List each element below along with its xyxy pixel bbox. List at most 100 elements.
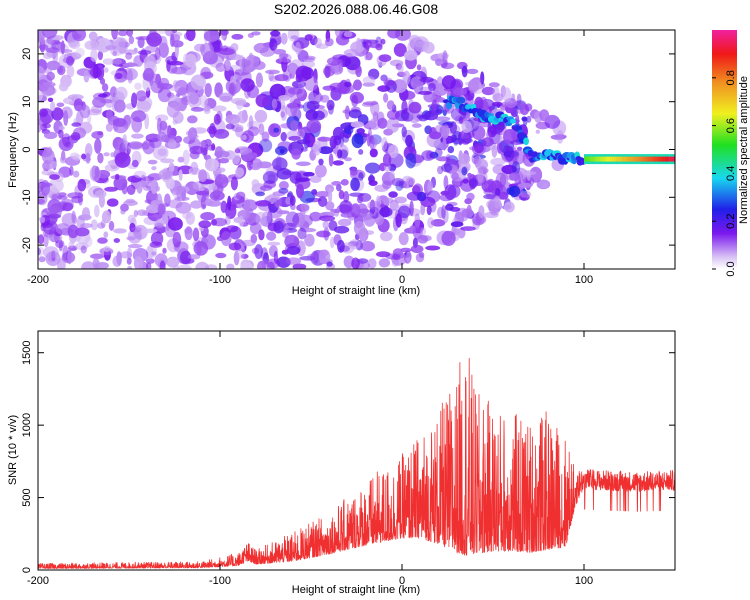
spectrogram-cell — [366, 133, 371, 147]
spectrogram-cell — [192, 227, 200, 242]
spectrogram-cell — [627, 156, 631, 162]
spectrogram-cell — [410, 244, 424, 254]
spectrogram-cell — [113, 238, 121, 243]
spectrogram-cell — [318, 158, 324, 166]
spectrogram-cell — [315, 191, 331, 198]
y-tick-label: 1500 — [21, 340, 33, 364]
spectrogram-cell — [261, 131, 270, 142]
spectrogram-cell — [422, 41, 435, 54]
spectrogram-cell — [43, 131, 58, 140]
spectrogram-cell — [669, 156, 672, 162]
x-tick-label: 100 — [575, 575, 593, 587]
spectrogram-cell — [643, 156, 646, 162]
spectrogram-cell — [291, 80, 306, 89]
spectrogram-cell — [520, 190, 532, 198]
spectrogram-cell — [219, 30, 229, 36]
spectrogram-cell — [475, 158, 488, 171]
spectrogram-cell — [193, 241, 209, 256]
spectrogram-cell — [349, 91, 364, 104]
spectrogram-cell — [97, 152, 104, 164]
x-tick-label: -200 — [27, 575, 49, 587]
spectrogram-cell — [388, 144, 399, 158]
spectrogram-cell — [255, 93, 270, 108]
spectrogram-cell — [115, 173, 120, 180]
spectrogram-cell — [248, 115, 254, 129]
spectrogram-cell — [227, 195, 232, 211]
spectrogram-cell — [190, 107, 205, 112]
y-tick-label: 10 — [21, 96, 33, 108]
spectrogram-cell — [97, 237, 108, 244]
spectrogram-cell — [426, 190, 441, 203]
spectrogram-cell — [38, 256, 46, 263]
spectrogram-cell — [216, 167, 226, 173]
spectrogram-cell — [66, 65, 75, 78]
spectrogram-cell — [213, 113, 221, 125]
colorbar-gradient — [712, 30, 737, 269]
spectrogram-cell — [283, 226, 290, 239]
spectrogram-cell — [38, 117, 42, 133]
spectrogram-cell — [625, 156, 628, 162]
spectrogram-cell — [418, 251, 425, 259]
spectrogram-cell — [55, 236, 62, 243]
spectrogram-cell — [618, 156, 622, 162]
spectrogram-cell — [235, 126, 244, 138]
spectrogram-cell — [653, 156, 657, 162]
spectrogram-cell — [89, 165, 101, 182]
spectrogram-cell — [436, 156, 450, 162]
spectrogram-cell — [460, 226, 476, 232]
spectrogram-cell — [111, 30, 118, 40]
spectrogram-cell — [621, 156, 624, 162]
spectrogram-cell — [303, 55, 316, 60]
spectrogram-cell — [158, 169, 173, 180]
spectrogram-cell — [142, 228, 158, 234]
spectrogram-cell — [380, 231, 393, 242]
spectrogram-cell — [253, 42, 269, 54]
spectrogram-cell — [209, 190, 225, 201]
spectrogram-cell — [535, 129, 540, 134]
spectrogram-cell — [80, 245, 87, 254]
colorbar-ticks: 0.0 0.2 0.4 0.6 0.8 — [712, 70, 737, 277]
spectrogram-cell — [329, 236, 335, 249]
spectrogram-cell — [419, 76, 434, 83]
spectrogram-cell — [120, 203, 129, 212]
spectrogram-cell — [284, 234, 300, 249]
spectrogram-cell — [215, 62, 226, 72]
snr-y-label: SNR (10 * v/v) — [7, 415, 19, 485]
spectrogram-cell — [236, 110, 249, 124]
spectrogram-cell — [590, 156, 593, 162]
spectrogram-cell — [491, 145, 498, 158]
spectrogram-cell — [268, 70, 275, 82]
spectrogram-cell — [405, 177, 416, 186]
spectrogram-cell — [228, 54, 242, 61]
spectrogram-cell — [72, 170, 80, 178]
spectrogram-x-label: Height of straight line (km) — [292, 285, 420, 297]
spectrogram-cell — [367, 258, 377, 269]
spectrogram-cell — [324, 65, 331, 79]
spectrogram-cell — [594, 156, 598, 162]
spectrogram-cell — [610, 156, 613, 162]
spectrogram-cell — [339, 149, 349, 159]
spectrogram-cell — [147, 159, 158, 165]
spectrogram-cell — [56, 102, 65, 108]
snr-x-ticks: -200 -100 0 100 — [27, 331, 593, 587]
spectrogram-cell — [198, 169, 208, 183]
spectrogram-cell — [647, 156, 650, 162]
spectrogram-cell — [280, 123, 293, 129]
spectrogram-cell — [441, 75, 456, 90]
spectrogram-cell — [312, 110, 325, 121]
spectrogram-cell — [266, 258, 281, 269]
spectrogram-cell — [183, 53, 188, 66]
spectrogram-cell — [290, 100, 298, 117]
spectrogram-cell — [105, 123, 113, 132]
spectrogram-cell — [209, 30, 219, 36]
spectrogram-cell — [79, 121, 93, 134]
spectrogram-cell — [295, 65, 312, 82]
spectrogram-cell — [388, 191, 398, 198]
spectrogram-cell — [135, 90, 147, 102]
spectrogram-cell — [244, 54, 259, 71]
spectrogram-cell — [157, 131, 167, 142]
spectrogram-cell — [660, 156, 663, 162]
spectrogram-cell — [119, 251, 132, 259]
spectrogram-cell — [133, 256, 143, 269]
x-tick-label: -100 — [209, 274, 231, 286]
